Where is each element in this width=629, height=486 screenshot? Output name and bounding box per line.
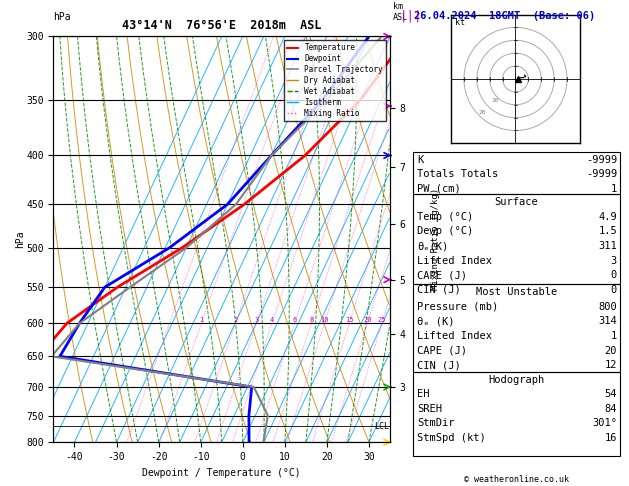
- Text: Hodograph: Hodograph: [488, 375, 545, 385]
- Y-axis label: hPa: hPa: [14, 230, 25, 248]
- Text: |||: |||: [400, 10, 423, 23]
- Text: kt: kt: [455, 18, 465, 27]
- Text: -9999: -9999: [586, 169, 617, 179]
- Text: 10: 10: [320, 317, 329, 323]
- Text: 1: 1: [611, 331, 617, 341]
- Text: θₑ(K): θₑ(K): [417, 241, 448, 251]
- Text: 20: 20: [478, 110, 486, 115]
- Text: 6: 6: [292, 317, 297, 323]
- Text: 84: 84: [604, 404, 617, 414]
- Text: Lifted Index: Lifted Index: [417, 331, 492, 341]
- Text: Dewp (°C): Dewp (°C): [417, 226, 473, 237]
- Text: 3: 3: [611, 256, 617, 266]
- Text: 2: 2: [233, 317, 238, 323]
- Text: 12: 12: [604, 360, 617, 370]
- Text: PW (cm): PW (cm): [417, 184, 461, 194]
- Text: 10: 10: [491, 98, 499, 103]
- Text: Pressure (mb): Pressure (mb): [417, 302, 498, 312]
- Text: StmDir: StmDir: [417, 418, 455, 429]
- Text: Temp (°C): Temp (°C): [417, 212, 473, 222]
- Text: 311: 311: [598, 241, 617, 251]
- Text: 16: 16: [604, 433, 617, 443]
- Text: 4.9: 4.9: [598, 212, 617, 222]
- Text: Most Unstable: Most Unstable: [476, 287, 557, 297]
- Text: 15: 15: [345, 317, 353, 323]
- Text: km
ASL: km ASL: [393, 2, 408, 22]
- Text: 301°: 301°: [592, 418, 617, 429]
- Text: K: K: [417, 155, 423, 165]
- Text: 4: 4: [270, 317, 274, 323]
- Text: 26.04.2024  18GMT  (Base: 06): 26.04.2024 18GMT (Base: 06): [414, 11, 595, 21]
- Text: 20: 20: [363, 317, 372, 323]
- Text: 43°14'N  76°56'E  2018m  ASL: 43°14'N 76°56'E 2018m ASL: [122, 18, 321, 32]
- Text: -9999: -9999: [586, 155, 617, 165]
- Text: SREH: SREH: [417, 404, 442, 414]
- X-axis label: Dewpoint / Temperature (°C): Dewpoint / Temperature (°C): [142, 468, 301, 478]
- Text: 25: 25: [377, 317, 386, 323]
- Text: CAPE (J): CAPE (J): [417, 346, 467, 356]
- Text: CIN (J): CIN (J): [417, 285, 461, 295]
- Text: StmSpd (kt): StmSpd (kt): [417, 433, 486, 443]
- Text: © weatheronline.co.uk: © weatheronline.co.uk: [464, 475, 569, 485]
- Text: EH: EH: [417, 389, 430, 399]
- Text: CAPE (J): CAPE (J): [417, 270, 467, 280]
- Text: 0: 0: [611, 285, 617, 295]
- Text: Lifted Index: Lifted Index: [417, 256, 492, 266]
- Text: 1: 1: [611, 184, 617, 194]
- Text: 20: 20: [604, 346, 617, 356]
- Text: 314: 314: [598, 316, 617, 327]
- Legend: Temperature, Dewpoint, Parcel Trajectory, Dry Adiabat, Wet Adiabat, Isotherm, Mi: Temperature, Dewpoint, Parcel Trajectory…: [284, 40, 386, 121]
- Y-axis label: Mixing Ratio (g/kg): Mixing Ratio (g/kg): [431, 188, 440, 291]
- Text: 8: 8: [309, 317, 313, 323]
- Text: 0: 0: [611, 270, 617, 280]
- Text: 800: 800: [598, 302, 617, 312]
- Text: CIN (J): CIN (J): [417, 360, 461, 370]
- Text: LCL: LCL: [374, 422, 389, 431]
- Text: 54: 54: [604, 389, 617, 399]
- Text: Surface: Surface: [494, 197, 538, 208]
- Text: θₑ (K): θₑ (K): [417, 316, 455, 327]
- Text: 1.5: 1.5: [598, 226, 617, 237]
- Text: 3: 3: [254, 317, 259, 323]
- Text: hPa: hPa: [53, 12, 71, 22]
- Text: 1: 1: [199, 317, 203, 323]
- Text: Totals Totals: Totals Totals: [417, 169, 498, 179]
